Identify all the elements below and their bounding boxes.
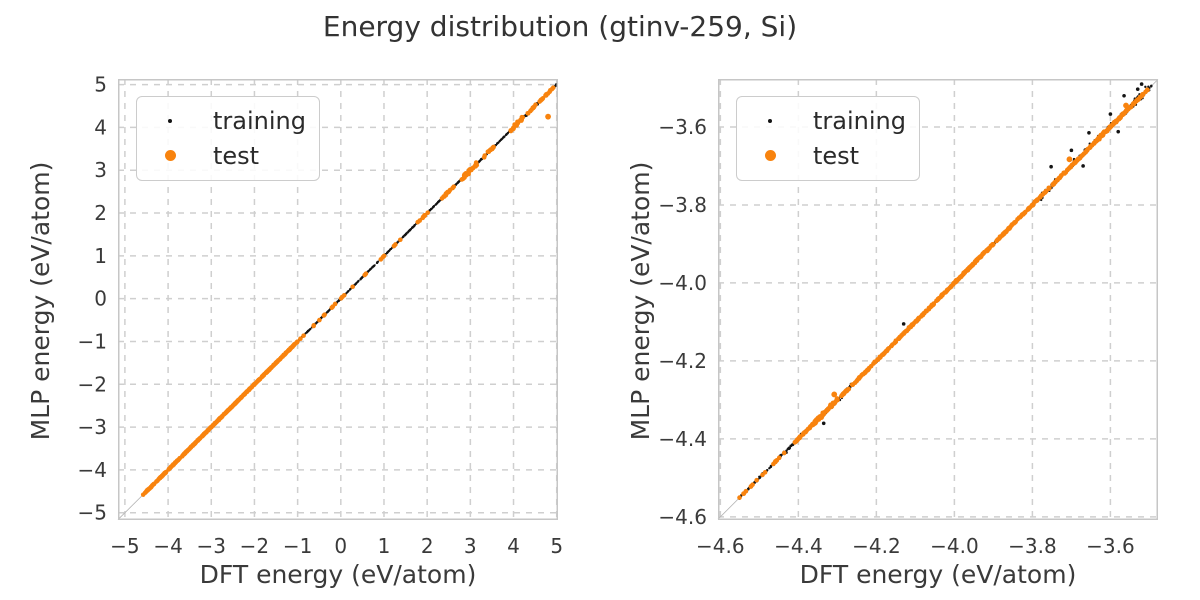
plot-border (118, 79, 558, 520)
y-tick-label: 5 (94, 73, 107, 97)
series-test (737, 87, 1150, 500)
right-plot-canvas: −4.6 −4.4 −4.2 −4.0 −3.8 −3.6 −4.6 −4.4 −4.2 −4.0… (658, 79, 1159, 558)
x-tick-label: −2 (240, 534, 269, 558)
training-marker-cell (137, 118, 203, 123)
legend-label-test: test (213, 141, 260, 170)
legend-item-test: test (737, 138, 919, 173)
training-marker-icon (168, 118, 172, 123)
legend-label-test: test (813, 141, 860, 170)
left-y-axis-label: MLP energy (eV/atom) (26, 161, 55, 441)
right-y-axis-label: MLP energy (eV/atom) (626, 161, 655, 441)
x-tick-label: −4.2 (852, 534, 901, 558)
legend-item-test: test (137, 138, 319, 173)
left-legend: training test (136, 96, 320, 181)
x-tick-label: 0 (334, 534, 347, 558)
right-legend: training test (736, 96, 920, 181)
x-tick-label: 2 (421, 534, 434, 558)
y-tick-label: −3.8 (658, 193, 707, 217)
test-marker-icon (164, 150, 176, 161)
y-tick-label: −4.6 (658, 505, 707, 529)
x-tick-label: −5 (110, 534, 139, 558)
plot-border (718, 79, 1158, 520)
y-tick-label: −4 (78, 458, 107, 482)
x-tick-label: −4.6 (696, 534, 745, 558)
legend-label-training: training (213, 106, 306, 135)
series-test (140, 85, 556, 497)
right-plot: −4.6 −4.4 −4.2 −4.0 −3.8 −3.6 −4.6 −4.4 −4.2 −4.0… (658, 79, 1159, 558)
test-marker-cell (137, 150, 203, 161)
y-tick-label: 3 (94, 158, 107, 182)
test-marker-icon (764, 150, 776, 161)
training-marker-icon (768, 118, 772, 123)
y-tick-label: −4.2 (658, 349, 707, 373)
x-tick-label: −4.0 (930, 534, 979, 558)
tick-labels: −5 −4 −3 −2 −1 0 1 2 3 4 5 −5 −4 −3 −2 −1 0 1 2 3 4 5 (78, 73, 564, 558)
y-tick-label: −5 (78, 501, 107, 525)
left-x-axis-label: DFT energy (eV/atom) (199, 560, 477, 589)
y-tick-label: 0 (94, 287, 107, 311)
x-tick-label: −3 (197, 534, 226, 558)
x-tick-label: −3.6 (1086, 534, 1135, 558)
y-tick-label: −4.0 (658, 271, 707, 295)
legend-item-training: training (737, 103, 919, 138)
legend-label-training: training (813, 106, 906, 135)
x-tick-label: −1 (283, 534, 312, 558)
x-tick-label: −4 (153, 534, 182, 558)
x-tick-label: 1 (378, 534, 391, 558)
x-tick-label: −3.8 (1008, 534, 1057, 558)
y-tick-label: −4.4 (658, 427, 707, 451)
x-tick-label: 3 (464, 534, 477, 558)
training-marker-cell (737, 118, 803, 123)
legend-item-training: training (137, 103, 319, 138)
x-tick-label: −4.4 (774, 534, 823, 558)
x-tick-label: 5 (550, 534, 563, 558)
x-tick-label: 4 (507, 534, 520, 558)
figure-title: Energy distribution (gtinv-259, Si) (322, 10, 798, 43)
right-x-axis-label: DFT energy (eV/atom) (799, 560, 1077, 589)
y-tick-label: −3.6 (658, 115, 707, 139)
tick-labels: −4.6 −4.4 −4.2 −4.0 −3.8 −3.6 −4.6 −4.4 −4.2 −4.0… (658, 115, 1134, 558)
y-tick-label: −1 (78, 330, 107, 354)
y-tick-label: −2 (78, 372, 107, 396)
y-tick-label: 1 (94, 244, 107, 268)
test-marker-cell (737, 150, 803, 161)
left-plot: −5 −4 −3 −2 −1 0 1 2 3 4 5 −5 −4 −3 −2 −1 0 1 2 3 4 5 trainin… (78, 73, 564, 558)
y-tick-label: 2 (94, 201, 107, 225)
y-tick-label: 4 (94, 115, 107, 139)
y-tick-label: −3 (78, 415, 107, 439)
